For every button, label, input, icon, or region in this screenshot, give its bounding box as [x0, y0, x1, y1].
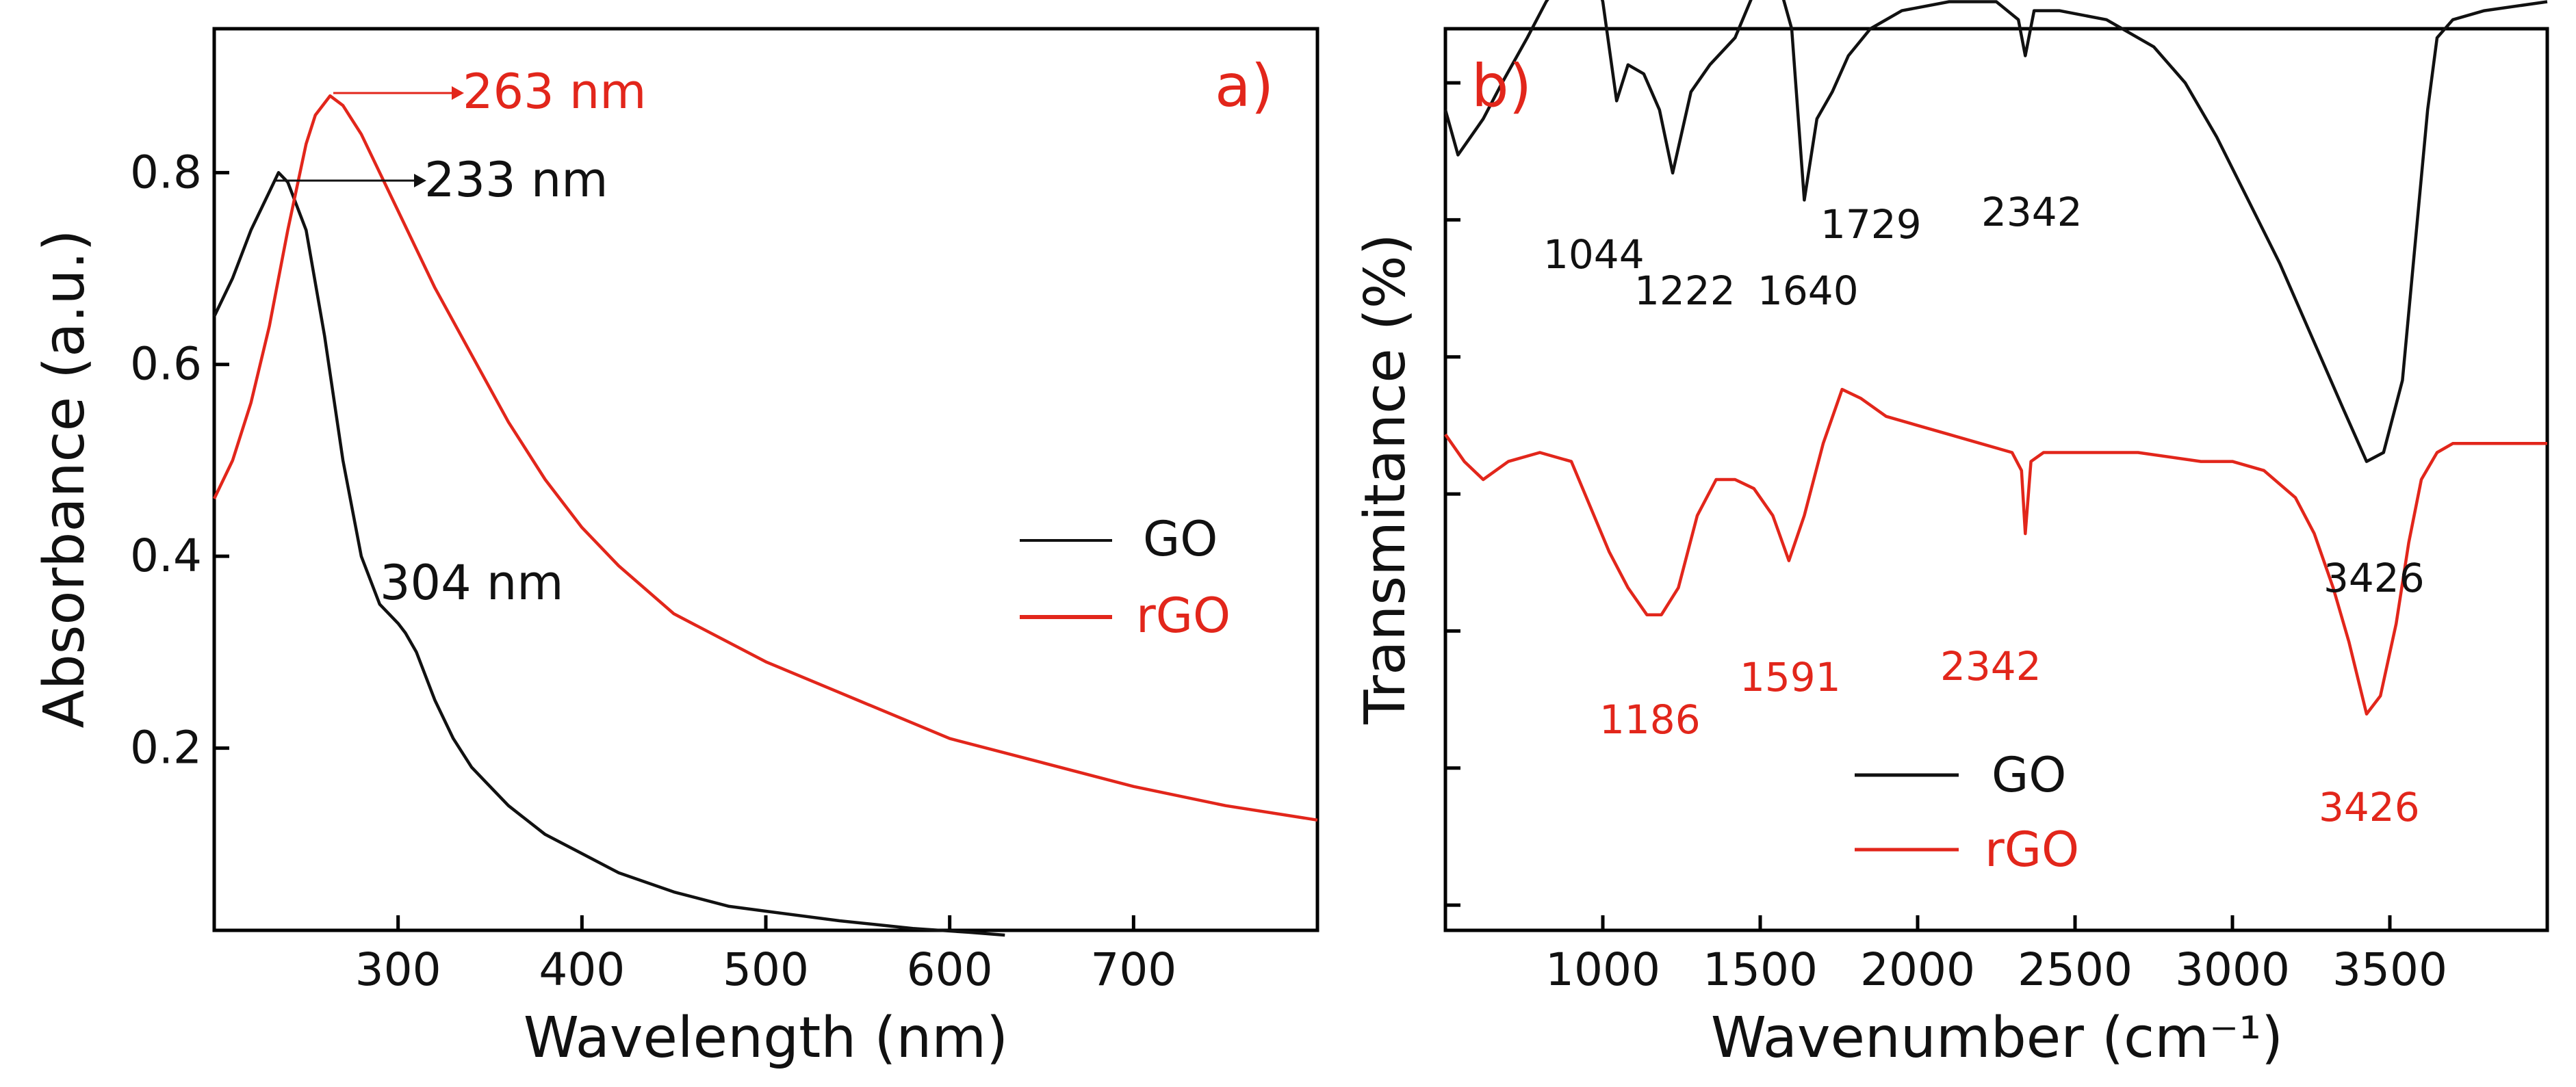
legend-b-rgo-label: rGO: [1985, 822, 2079, 878]
legend-go-label: GO: [1143, 511, 1218, 567]
panel-a-x-axis-label: Wavelength (nm): [524, 1006, 1008, 1071]
panel-b-label: b): [1471, 52, 1532, 120]
panel-a-y-tick-label: 0.8: [130, 146, 202, 198]
panel-b-x-tick-label: 2000: [1860, 943, 1975, 996]
peak-label-go-1222: 1222: [1634, 267, 1736, 314]
panel-a-label: a): [1215, 52, 1274, 120]
panel-b-series-rgo: [1444, 387, 2547, 716]
peak-label-rgo-1186: 1186: [1599, 696, 1701, 743]
annotation-304-nm: 304 nm: [380, 555, 563, 611]
panel-b-ftir: 1000 1500 2000 2500 3000 3500 1044 1222 1640 …: [1353, 0, 2549, 1071]
peak-label-go-1729: 1729: [1820, 201, 1922, 248]
panel-b-x-tick-label: 3000: [2175, 943, 2290, 996]
peak-label-rgo-2342: 2342: [1940, 643, 2042, 690]
panel-a-series-rgo: [212, 94, 1318, 822]
panel-a-uv-vis: 300 400 500 600 700 0.2 0.4 0.6 0.8 263 nm 233 n…: [32, 27, 1319, 1071]
panel-a-y-tick-label: 0.6: [130, 338, 202, 391]
peak-label-go-3426: 3426: [2323, 555, 2425, 601]
panel-a-plot-frame: [212, 27, 1319, 932]
annotation-233-nm: 233 nm: [424, 152, 608, 208]
panel-a-series-go: [212, 171, 1005, 937]
panel-a-ticks: 300 400 500 600 700 0.2 0.4 0.6 0.8: [130, 146, 1176, 996]
peak-label-rgo-3426: 3426: [2319, 784, 2420, 830]
panel-b-x-tick-label: 2500: [2018, 943, 2133, 996]
panel-a-x-tick-label: 400: [539, 943, 625, 996]
panel-b-ticks: 1000 1500 2000 2500 3000 3500: [1445, 81, 2447, 996]
peak-label-go-2342: 2342: [1981, 189, 2083, 235]
panel-a-y-tick-label: 0.4: [130, 529, 202, 582]
peak-label-go-1640: 1640: [1757, 267, 1859, 314]
legend-b-go-label: GO: [1992, 747, 2066, 803]
panel-b-x-tick-label: 3500: [2332, 943, 2447, 996]
panel-b-y-axis-label: Transmitance (%): [1353, 233, 1418, 724]
panel-b-x-axis-label: Wavenumber (cm⁻¹): [1711, 1006, 2283, 1071]
legend-rgo-label: rGO: [1136, 588, 1231, 644]
panel-a-x-tick-label: 300: [355, 943, 441, 996]
annotation-arrowhead-233: [414, 174, 426, 187]
panel-b-plot-frame: [1443, 27, 2549, 932]
annotation-arrowhead-263: [452, 86, 464, 100]
panel-b-x-tick-label: 1000: [1545, 943, 1660, 996]
peak-label-go-1044: 1044: [1543, 231, 1645, 278]
panel-a-y-axis-label: Absorbance (a.u.): [32, 230, 97, 729]
panel-a-series: [212, 94, 1318, 937]
panel-a-x-tick-label: 700: [1090, 943, 1176, 996]
panel-b-x-tick-label: 1500: [1703, 943, 1818, 996]
panel-a-x-tick-label: 500: [723, 943, 809, 996]
annotation-263-nm: 263 nm: [463, 64, 646, 120]
panel-a-x-tick-label: 600: [907, 943, 993, 996]
panel-b-legend: GO rGO: [1855, 747, 2079, 878]
panel-a-annotations: 263 nm 233 nm 304 nm: [275, 64, 646, 611]
panel-a-legend: GO rGO: [1020, 511, 1231, 644]
panel-b-series-go: [1443, 0, 2548, 463]
panel-a-y-tick-label: 0.2: [130, 722, 202, 774]
panel-b-series: [1443, 0, 2548, 716]
peak-label-rgo-1591: 1591: [1740, 654, 1841, 700]
panel-b-annotations: 1044 1222 1640 1729 2342 3426 1186 1591 …: [1543, 189, 2425, 830]
